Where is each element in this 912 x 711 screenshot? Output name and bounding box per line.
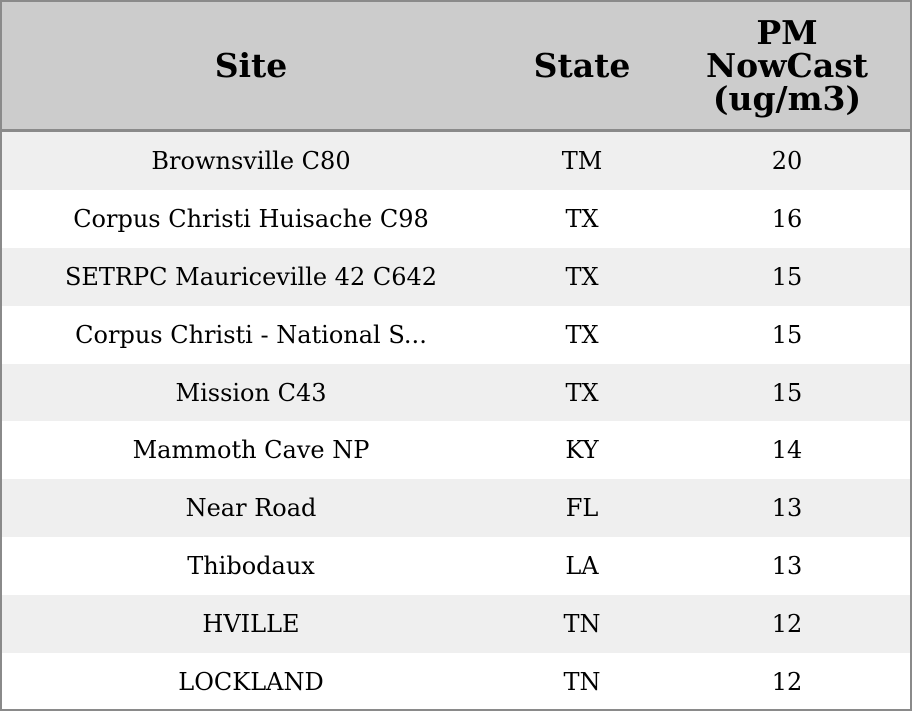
table-row: Thibodaux LA 13 <box>2 537 910 595</box>
table-row: SETRPC Mauriceville 42 C642 TX 15 <box>2 247 910 306</box>
cell-pm: 13 <box>771 552 803 581</box>
cell-state: TX <box>565 320 599 349</box>
table-row: Corpus Christi - National S... TX 15 <box>2 306 910 364</box>
cell-pm: 16 <box>771 204 803 233</box>
cell-state: TN <box>563 610 601 639</box>
cell-site: Brownsville C80 <box>151 146 351 175</box>
cell-pm: 15 <box>771 378 803 407</box>
cell-site: Corpus Christi Huisache C98 <box>73 204 429 233</box>
cell-pm: 14 <box>771 436 803 465</box>
cell-state: TN <box>563 667 601 696</box>
header-pm-nowcast[interactable]: PM NowCast (ug/m3) <box>664 2 910 129</box>
cell-state: TX <box>565 204 599 233</box>
header-state[interactable]: State <box>533 46 631 85</box>
table-row: Brownsville C80 TM 20 <box>2 132 910 190</box>
header-pm-line-2: NowCast <box>705 46 869 85</box>
cell-pm: 20 <box>771 146 803 175</box>
table-row: Mission C43 TX 15 <box>2 363 910 422</box>
cell-site: Near Road <box>185 494 317 523</box>
cell-state: TM <box>561 146 603 175</box>
cell-pm: 12 <box>771 667 803 696</box>
header-pm-line-3: (ug/m3) <box>712 79 862 118</box>
cell-site: SETRPC Mauriceville 42 C642 <box>64 262 438 291</box>
cell-pm: 15 <box>771 262 803 291</box>
table-row: Mammoth Cave NP KY 14 <box>2 421 910 479</box>
table-row: LOCKLAND TN 12 <box>2 653 910 711</box>
cell-state: TX <box>565 262 599 291</box>
table-body: Brownsville C80 TM 20 Corpus Christi Hui… <box>2 132 910 711</box>
cell-site: Mammoth Cave NP <box>132 436 370 465</box>
header-site[interactable]: Site <box>214 46 288 85</box>
cell-state: FL <box>565 494 599 523</box>
table-row: HVILLE TN 12 <box>2 595 910 654</box>
cell-state: LA <box>565 552 599 581</box>
cell-state: KY <box>565 436 599 465</box>
table-row: Corpus Christi Huisache C98 TX 16 <box>2 190 910 248</box>
cell-pm: 12 <box>771 610 803 639</box>
cell-pm: 15 <box>771 320 803 349</box>
cell-state: TX <box>565 378 599 407</box>
table-header-row: Site State PM NowCast (ug/m3) <box>2 2 910 132</box>
cell-site: Corpus Christi - National S... <box>75 320 427 349</box>
table-row: Near Road FL 13 <box>2 479 910 538</box>
cell-site: Thibodaux <box>187 552 315 581</box>
cell-site: Mission C43 <box>175 378 327 407</box>
cell-site: HVILLE <box>202 610 300 639</box>
header-pm-line-1: PM <box>756 13 818 52</box>
cell-pm: 13 <box>771 494 803 523</box>
cell-site: LOCKLAND <box>178 667 324 696</box>
